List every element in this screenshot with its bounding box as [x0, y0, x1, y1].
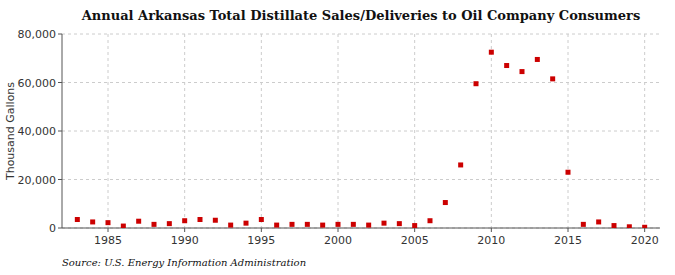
- grid-line: [62, 34, 660, 35]
- x-tick: [491, 228, 492, 232]
- point: [336, 222, 341, 227]
- point: [504, 63, 509, 68]
- x-tick: [184, 228, 185, 232]
- point: [535, 57, 540, 62]
- point: [612, 223, 617, 228]
- point: [198, 217, 203, 222]
- x-tick-label: 1995: [247, 234, 275, 247]
- y-tick-label: 20,000: [18, 174, 57, 187]
- point: [305, 222, 310, 227]
- y-tick: [58, 82, 62, 83]
- grid-line: [338, 34, 339, 228]
- grid-line: [62, 228, 660, 229]
- point: [458, 162, 463, 167]
- x-tick-label: 2005: [401, 234, 429, 247]
- point: [90, 219, 95, 224]
- x-tick: [644, 228, 645, 232]
- x-tick-label: 1990: [171, 234, 199, 247]
- point: [167, 221, 172, 226]
- point: [75, 217, 80, 222]
- point: [351, 222, 356, 227]
- grid-line: [261, 34, 262, 228]
- point: [428, 218, 433, 223]
- grid-line: [62, 131, 660, 132]
- x-tick-label: 2015: [554, 234, 582, 247]
- x-tick: [568, 228, 569, 232]
- y-tick: [58, 179, 62, 180]
- y-tick-label: 40,000: [18, 125, 57, 138]
- title: Annual Arkansas Total Distillate Sales/D…: [81, 8, 640, 23]
- x-tick-label: 2020: [631, 234, 659, 247]
- y-tick-label: 80,000: [18, 28, 57, 41]
- y-axis-label: Thousand Gallons: [4, 82, 17, 181]
- point: [121, 224, 126, 228]
- point: [290, 222, 295, 227]
- x-tick: [108, 228, 109, 232]
- y-tick-label: 0: [49, 222, 56, 235]
- x-tick: [261, 228, 262, 232]
- grid-line: [62, 179, 660, 180]
- source: Source: U.S. Energy Information Administ…: [62, 257, 306, 268]
- point: [152, 222, 157, 227]
- x-axis-line: [62, 228, 660, 229]
- point: [474, 81, 479, 86]
- point: [382, 221, 387, 226]
- point: [244, 221, 249, 226]
- x-tick: [414, 228, 415, 232]
- point: [566, 170, 571, 175]
- point: [443, 200, 448, 205]
- grid-line: [568, 34, 569, 228]
- chart: 0 20,000 40,000 60,000 80,000 1985 1990 1995 200…: [0, 0, 675, 275]
- point: [182, 218, 187, 223]
- y-tick: [58, 228, 62, 229]
- point: [520, 69, 525, 74]
- point: [397, 221, 402, 226]
- x-tick: [338, 228, 339, 232]
- point: [106, 220, 111, 225]
- x-tick-label: 2000: [324, 234, 352, 247]
- point: [228, 223, 233, 228]
- grid-line: [491, 34, 492, 228]
- y-tick-label: 60,000: [18, 77, 57, 90]
- y-tick: [58, 34, 62, 35]
- point: [259, 217, 264, 222]
- points: [75, 50, 647, 228]
- grid-line: [414, 34, 415, 228]
- point: [412, 223, 417, 228]
- x-tick-label: 1985: [94, 234, 122, 247]
- grid-line: [108, 34, 109, 228]
- point: [320, 223, 325, 228]
- y-tick: [58, 131, 62, 132]
- grid-line: [184, 34, 185, 228]
- point: [366, 223, 371, 228]
- grid: [62, 34, 660, 228]
- x-tick-label: 2010: [477, 234, 505, 247]
- point: [489, 50, 494, 55]
- point: [596, 219, 601, 224]
- point: [642, 225, 647, 228]
- point: [627, 224, 632, 228]
- grid-line: [644, 34, 645, 228]
- point: [550, 76, 555, 81]
- point: [136, 219, 141, 224]
- point: [213, 218, 218, 223]
- point: [581, 222, 586, 227]
- point: [274, 223, 279, 228]
- grid-line: [62, 82, 660, 83]
